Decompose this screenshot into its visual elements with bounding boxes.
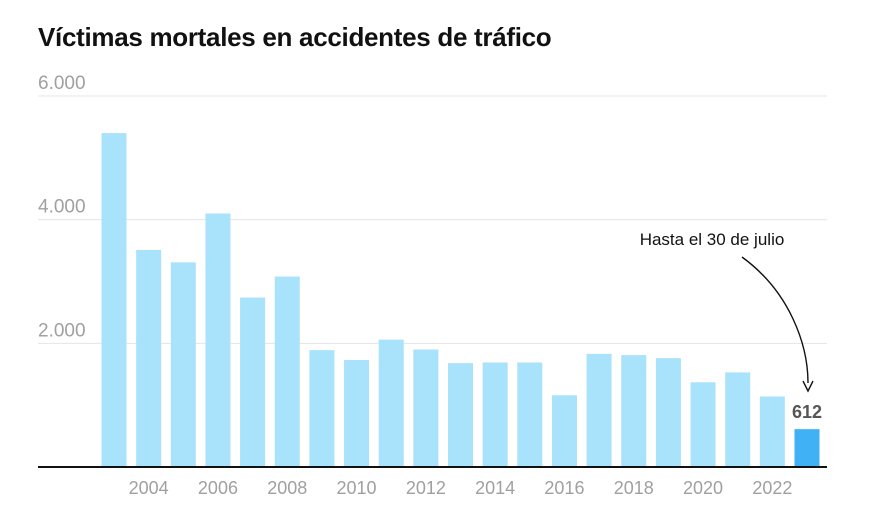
bar-2012 [413,349,439,467]
bar-2006 [205,213,231,467]
bar-2016 [551,395,577,467]
arrow-head [802,380,814,393]
x-axis-ticks: 2004 2006 2008 2010 2012 2014 2016 2018 2020 2022 [129,478,793,498]
bar-2003 [101,133,127,467]
x-tick-label: 2008 [267,478,307,498]
bar-2020 [690,382,716,467]
bar-2007 [240,297,266,467]
y-tick-label: 4.000 [38,197,86,218]
data-label-2023: 612 [792,402,822,422]
bar-2014 [482,362,508,467]
bar-2017 [586,353,612,467]
bar-2004 [136,249,162,467]
annotation-note: Hasta el 30 de julio [640,230,785,249]
bar-2015 [517,362,543,467]
y-tick-label: 2.000 [38,320,86,341]
bar-2019 [655,358,681,467]
grid-lines [38,95,827,344]
bar-2018 [621,355,647,467]
x-tick-label: 2004 [129,478,169,498]
bars [101,133,820,467]
chart-title: Víctimas mortales en accidentes de tráfi… [38,22,552,52]
bar-2005 [170,262,196,467]
bar-2022 [759,396,785,467]
bar-2009 [309,350,335,467]
bar-2010 [344,360,370,467]
bar-2013 [448,363,473,467]
x-tick-label: 2012 [406,478,446,498]
x-tick-label: 2022 [752,478,792,498]
x-tick-label: 2014 [475,478,515,498]
x-tick-label: 2006 [198,478,238,498]
bar-2011 [378,339,404,467]
x-tick-label: 2016 [544,478,584,498]
annotation-arrow [741,256,809,384]
x-tick-label: 2018 [614,478,654,498]
x-tick-label: 2010 [337,478,377,498]
x-tick-label: 2020 [683,478,723,498]
y-tick-label: 6.000 [38,73,86,94]
bar-2008 [274,276,300,467]
bar-2021 [725,372,751,467]
annotations: Hasta el 30 de julio 612 [640,230,822,422]
bar-2023 [794,429,820,467]
y-axis-ticks: 2.000 4.000 6.000 [38,73,86,341]
